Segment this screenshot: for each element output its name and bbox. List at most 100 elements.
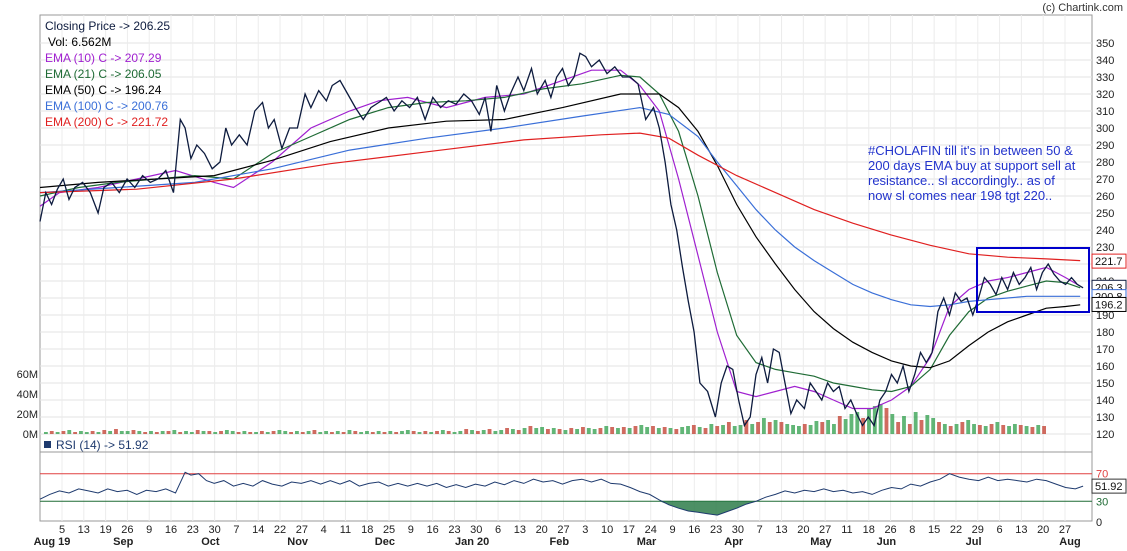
price-label-box — [1091, 253, 1127, 269]
volume-bar — [738, 425, 743, 434]
volume-bar — [265, 432, 270, 434]
volume-bar — [277, 430, 282, 434]
volume-bar — [896, 422, 901, 434]
price-y-axis: 1201301401501601701801902002102202302402… — [17, 38, 1127, 441]
volume-bar — [522, 428, 527, 434]
credit-text: (c) Chartink.com — [1042, 2, 1123, 14]
volume-bar — [656, 428, 661, 434]
volume-bar — [516, 430, 521, 434]
x-tick-label: 6 — [495, 524, 501, 536]
volume-bar — [855, 412, 860, 434]
volume-bar — [826, 420, 831, 434]
volume-bar — [557, 429, 562, 434]
volume-bar — [464, 429, 469, 434]
annotation-line: #CHOLAFIN till it's in between 50 & — [868, 143, 1073, 158]
volume-bar — [575, 429, 580, 434]
volume-bar — [475, 431, 480, 434]
volume-bar — [271, 431, 276, 434]
volume-bar — [312, 430, 317, 434]
volume-bar — [394, 432, 399, 434]
volume-bar — [721, 425, 725, 434]
volume-bar — [680, 427, 685, 434]
volume-bar — [353, 431, 358, 434]
volume-bar — [1001, 425, 1006, 434]
volume-bar — [388, 431, 393, 434]
volume-bar — [983, 426, 988, 434]
y-tick-label: 130 — [1096, 412, 1114, 424]
x-tick-label: 13 — [78, 524, 90, 536]
volume-bar — [785, 424, 790, 434]
x-tick-label: 6 — [997, 524, 1003, 536]
annotation-line: 200 days EMA buy at support sell at — [868, 158, 1076, 173]
x-tick-label: 9 — [408, 524, 414, 536]
volume-tick-label: 60M — [17, 369, 38, 381]
volume-bar — [295, 431, 299, 434]
x-tick-label: 22 — [950, 524, 962, 536]
volume-bar — [732, 426, 737, 434]
volume-bar — [178, 432, 183, 434]
volume-bar — [1042, 426, 1046, 434]
x-month-label: Oct — [201, 536, 220, 548]
volume-bar — [55, 432, 60, 434]
volume-bar — [627, 428, 632, 434]
volume-bar — [779, 422, 784, 434]
volume-bar — [937, 422, 941, 434]
x-tick-label: 11 — [841, 524, 852, 536]
y-tick-label: 250 — [1096, 208, 1114, 220]
y-tick-label: 270 — [1096, 174, 1114, 186]
x-tick-label: 25 — [383, 524, 395, 536]
volume-bar — [435, 431, 439, 434]
volume-bar — [102, 430, 107, 434]
x-tick-label: 22 — [274, 524, 286, 536]
volume-bar — [154, 432, 159, 434]
highlight-box — [976, 247, 1090, 313]
x-tick-label: 9 — [669, 524, 675, 536]
volume-bar — [610, 427, 615, 434]
volume-bar — [1018, 425, 1023, 434]
x-month-label: Mar — [637, 536, 657, 548]
volume-bar — [440, 430, 445, 434]
x-tick-label: 20 — [797, 524, 809, 536]
volume-bar — [849, 414, 854, 434]
volume-bar — [90, 431, 95, 434]
volume-bar — [493, 431, 498, 434]
x-tick-label: 7 — [233, 524, 239, 536]
volume-bar — [925, 415, 930, 434]
volume-bar — [621, 427, 626, 434]
volume-bar — [977, 425, 982, 434]
x-tick-label: 23 — [187, 524, 199, 536]
volume-bar — [230, 431, 235, 434]
volume-bar — [616, 428, 620, 434]
volume-bar — [651, 426, 655, 434]
y-tick-label: 120 — [1096, 429, 1114, 441]
volume-bar — [143, 432, 148, 434]
volume-tick-label: 20M — [17, 409, 38, 421]
volume-bar — [878, 404, 883, 434]
volume-bar — [417, 432, 422, 434]
plot-frame — [39, 14, 1093, 522]
volume-bar — [942, 424, 947, 434]
x-tick-label: 30 — [209, 524, 221, 536]
volume-bar — [867, 409, 871, 434]
rsi-legend-swatch — [44, 441, 51, 448]
volume-bar — [808, 425, 813, 434]
volume-bar — [1024, 426, 1029, 434]
volume-bar — [411, 431, 416, 434]
price-label-box — [1091, 296, 1127, 312]
volume-bar — [954, 424, 959, 434]
volume-bar — [289, 432, 293, 434]
volume-bar — [400, 431, 404, 434]
x-month-label: Sep — [113, 536, 133, 548]
volume-bar — [67, 430, 72, 434]
volume-bar — [832, 424, 836, 434]
volume-bar — [137, 431, 142, 434]
volume-bar — [108, 431, 113, 434]
volume-bar — [376, 431, 381, 434]
volume-bar — [505, 428, 509, 434]
series-line-ema21 — [39, 74, 1081, 393]
y-tick-label: 280 — [1096, 157, 1114, 169]
volume-bar — [452, 432, 457, 434]
x-tick-label: 14 — [252, 524, 264, 536]
volume-bar — [224, 430, 229, 434]
volume-bar — [184, 431, 188, 434]
